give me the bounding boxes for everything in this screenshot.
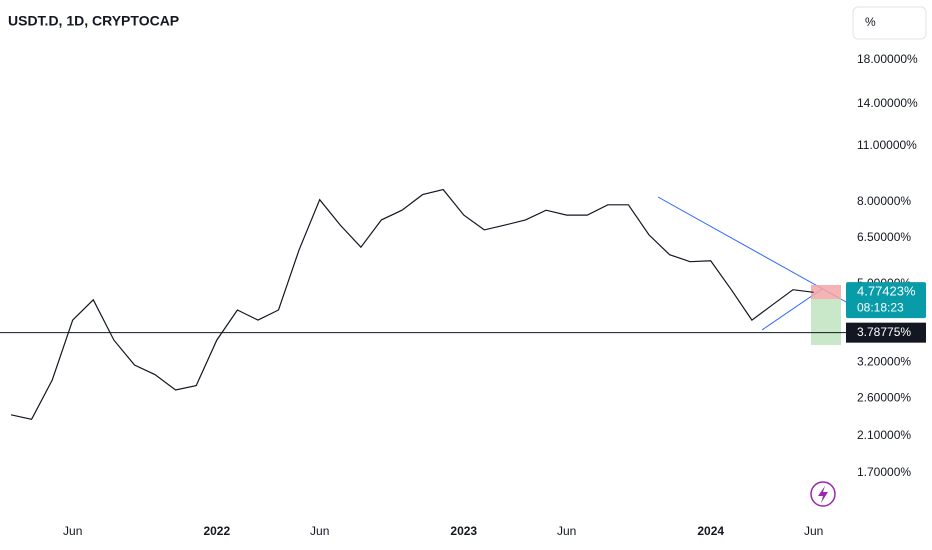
y-tick-label: 14.00000% [857,96,918,110]
y-tick-label: 11.00000% [857,138,917,152]
y-tick-label: 2.60000% [857,391,911,405]
countdown-label: 08:18:23 [857,300,904,314]
y-tick-label: 18.00000% [857,52,918,66]
x-tick-label: 2022 [203,524,230,538]
price-line-label: 3.78775% [857,325,911,339]
x-tick-label: Jun [63,524,82,538]
last-price-label: 4.77423% [857,284,916,299]
price-line-tag [846,322,926,343]
x-tick-label: 2023 [450,524,477,538]
chart-title: USDT.D, 1D, CRYPTOCAP [8,13,179,29]
y-tick-label: 2.10000% [857,428,911,442]
last-price-tag [846,282,926,319]
x-tick-label: Jun [310,524,329,538]
drawings [657,196,849,507]
stop-zone [811,285,841,299]
alert-icon-bolt[interactable] [818,486,828,503]
y-tick-label: 1.70000% [857,465,911,479]
y-tick-label: 8.00000% [857,194,911,208]
x-tick-label: Jun [557,524,576,538]
x-tick-label: Jun [804,524,823,538]
unit-button-label[interactable]: % [865,15,876,29]
price-line-series [10,188,814,420]
target-zone [811,299,841,345]
x-tick-label: 2024 [697,524,724,538]
y-tick-label: 3.20000% [857,354,911,368]
unit-button[interactable] [852,6,927,40]
y-tick-label: 6.50000% [857,230,911,244]
